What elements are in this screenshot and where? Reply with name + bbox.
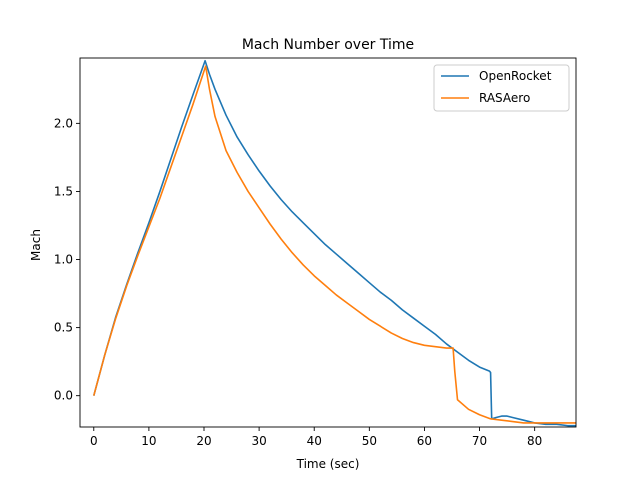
x-tick-label: 40 <box>307 434 322 448</box>
legend-label-rasaero: RASAero <box>479 91 530 105</box>
legend-label-openrocket: OpenRocket <box>479 69 552 83</box>
y-tick-label: 1.5 <box>54 184 73 198</box>
x-axis-label: Time (sec) <box>296 457 360 471</box>
chart-title: Mach Number over Time <box>242 37 414 53</box>
x-tick-label: 30 <box>251 434 266 448</box>
plot-frame <box>79 57 577 428</box>
y-axis-label: Mach <box>29 229 43 261</box>
y-tick-label: 2.0 <box>54 116 73 130</box>
y-tick-label: 0.0 <box>54 389 73 403</box>
series-line-openrocket <box>93 59 576 427</box>
axes-layer: 0 10 20 30 40 50 60 70 80 0.0 0.5 1.0 1.5 2.0 <box>54 57 577 448</box>
x-tick-label: 10 <box>141 434 156 448</box>
x-tick-label: 20 <box>196 434 211 448</box>
x-tick-label: 50 <box>362 434 377 448</box>
x-tick-label: 60 <box>417 434 432 448</box>
series-line-rasaero <box>93 65 576 424</box>
y-tick-label: 1.0 <box>54 253 73 267</box>
y-tick-label: 0.5 <box>54 321 73 335</box>
series-layer <box>93 59 576 427</box>
x-tick-label: 0 <box>90 434 98 448</box>
legend: OpenRocket RASAero <box>433 64 570 112</box>
x-tick-label: 70 <box>472 434 487 448</box>
x-tick-label: 80 <box>527 434 542 448</box>
